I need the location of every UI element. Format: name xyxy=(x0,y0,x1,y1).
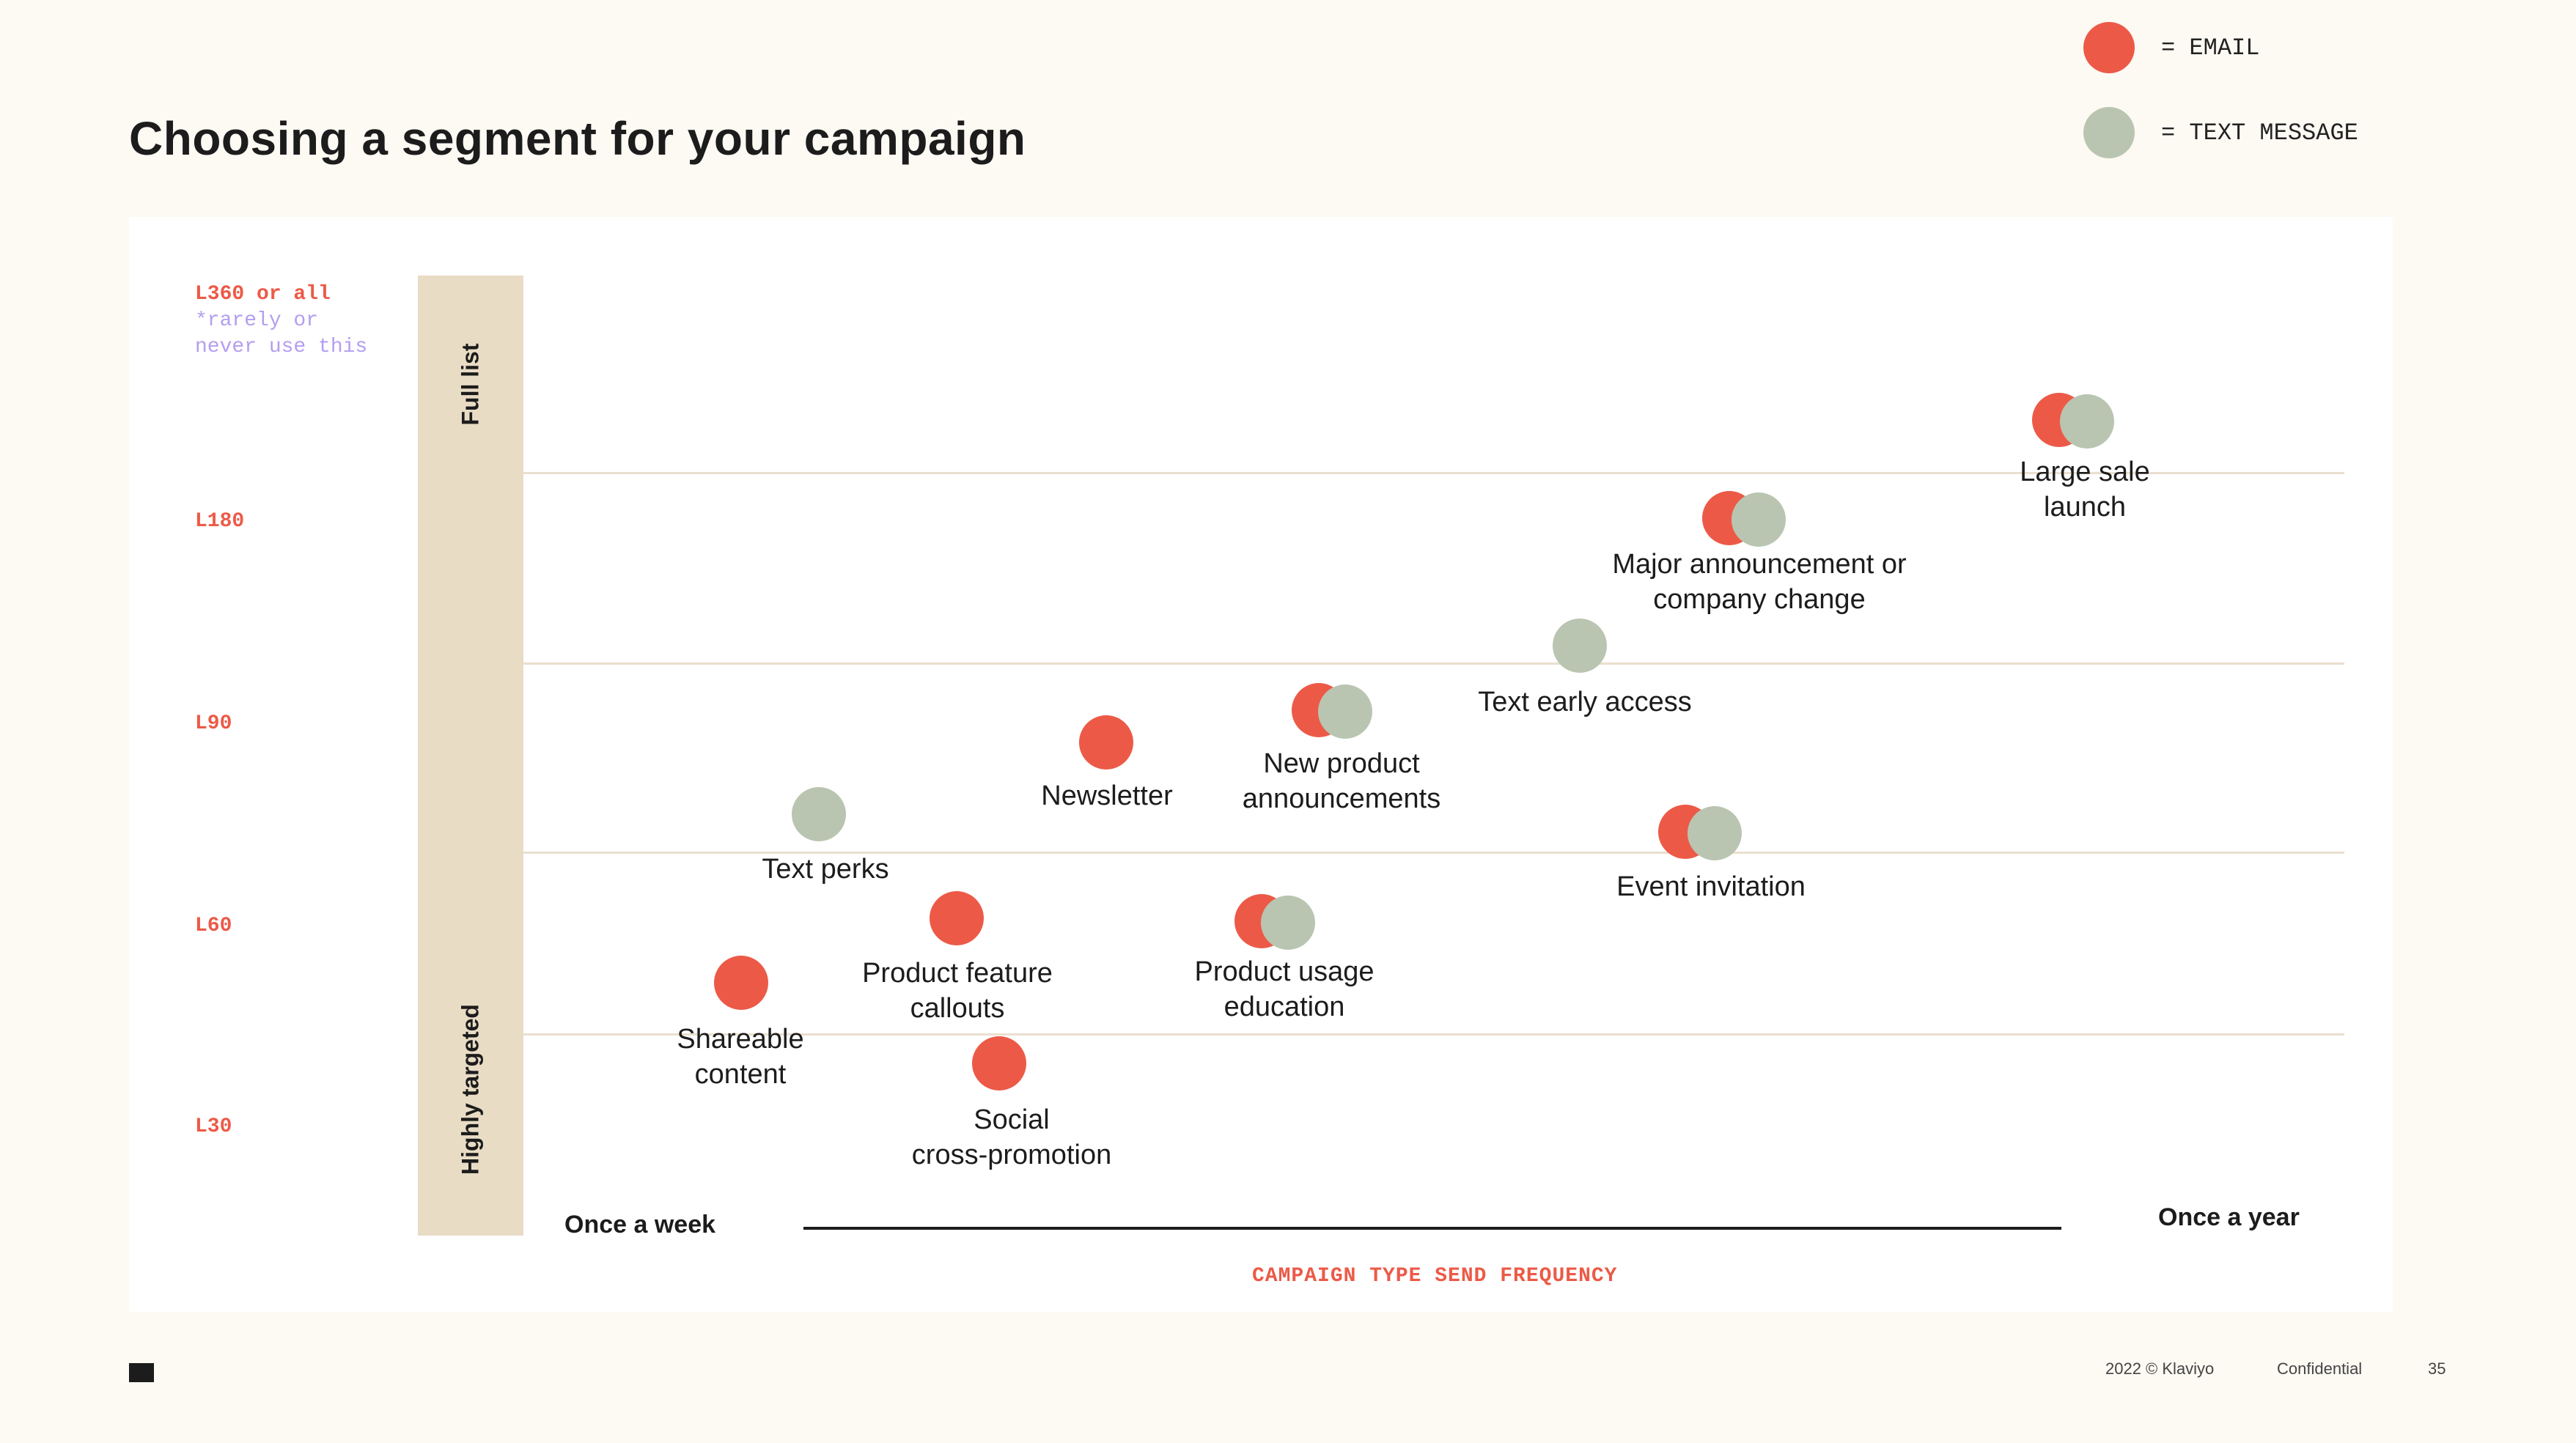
text-message-dot xyxy=(792,787,846,841)
campaign-label-text-early-access: Text early access xyxy=(1478,687,1692,717)
email-dot xyxy=(1079,715,1133,770)
legend-email-label: = EMAIL xyxy=(2161,34,2260,62)
email-dot xyxy=(714,956,768,1010)
y-level-l90: L90 xyxy=(195,712,232,735)
gridline xyxy=(523,472,2344,474)
campaign-label-product-feature-callouts: Product feature callouts xyxy=(862,958,1053,1024)
footer-page-number: 35 xyxy=(2428,1359,2446,1378)
x-axis-right-label: Once a year xyxy=(2158,1203,2300,1231)
campaign-label-newsletter: Newsletter xyxy=(1041,780,1173,811)
y-note-line1: *rarely or xyxy=(195,309,319,332)
x-axis-left-label: Once a week xyxy=(564,1211,716,1239)
footer-confidential: Confidential xyxy=(2277,1359,2363,1378)
klaviyo-logo-icon xyxy=(129,1363,154,1382)
campaign-label-major-announcement: Major announcement or company change xyxy=(1612,549,1907,615)
y-level-l180: L180 xyxy=(195,510,245,533)
y-level-l30: L30 xyxy=(195,1115,232,1138)
y-note-line2: never use this xyxy=(195,336,368,358)
text-message-dot xyxy=(1732,492,1786,547)
band-label-highly-targeted: Highly targeted xyxy=(457,1004,484,1175)
email-dot-icon xyxy=(2083,22,2135,73)
campaign-label-text-perks: Text perks xyxy=(762,854,889,885)
y-level-l360: L360 or all xyxy=(195,283,331,306)
gridline xyxy=(523,663,2344,665)
legend-email: = EMAIL xyxy=(2083,22,2259,73)
email-dot xyxy=(972,1036,1026,1090)
text-message-dot-icon xyxy=(2083,107,2135,158)
campaign-label-large-sale-launch: Large sale launch xyxy=(2020,457,2150,523)
campaign-label-event-invitation: Event invitation xyxy=(1616,871,1806,902)
campaign-label-product-usage-education: Product usage education xyxy=(1194,956,1375,1022)
x-axis-title: CAMPAIGN TYPE SEND FREQUENCY xyxy=(1252,1265,1618,1288)
footer-copyright: 2022 © Klaviyo xyxy=(2105,1359,2215,1378)
legend-text-label: = TEXT MESSAGE xyxy=(2161,119,2358,147)
email-dot xyxy=(930,891,984,945)
y-level-l60: L60 xyxy=(195,915,232,937)
campaign-label-shareable-content: Shareable content xyxy=(677,1024,804,1090)
text-message-dot xyxy=(1318,684,1372,739)
text-message-dot xyxy=(2060,394,2114,449)
campaign-label-social-cross-promotion: Social cross-promotion xyxy=(911,1104,1112,1170)
text-message-dot xyxy=(1553,619,1607,673)
campaign-label-new-product-announcements: New product announcements xyxy=(1242,748,1441,814)
gridline xyxy=(523,852,2344,854)
band-label-full-list: Full list xyxy=(457,343,484,426)
text-message-dot xyxy=(1261,896,1315,950)
slide-title: Choosing a segment for your campaign xyxy=(129,112,1026,165)
x-axis-line xyxy=(803,1227,2061,1230)
segment-size-band xyxy=(418,276,523,1236)
legend-text-message: = TEXT MESSAGE xyxy=(2083,107,2358,158)
gridline xyxy=(523,1033,2344,1036)
text-message-dot xyxy=(1688,806,1742,860)
